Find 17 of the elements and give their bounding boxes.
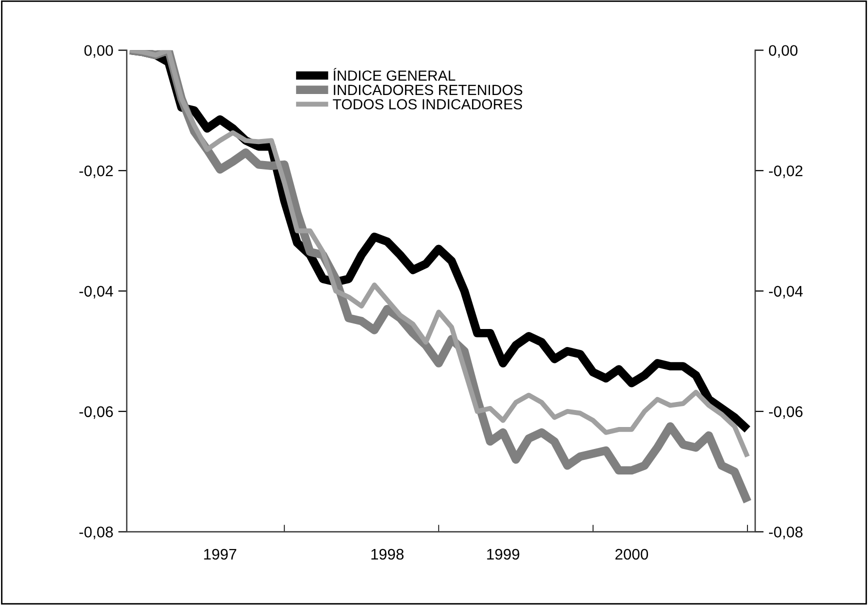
y2-tick-label: -0,06 [769,406,803,419]
y2-tick-label: -0,08 [769,526,803,540]
legend-label: TODOS LOS INDICADORES [332,99,522,110]
legend-label: ÍNDICE GENERAL [334,68,456,81]
x-tick-label: 1997 [204,548,236,560]
y-tick-label: 0,00 [84,45,113,58]
y2-tick-label: -0,04 [769,286,803,298]
y-tick-label: -0,04 [79,286,114,298]
x-tick-label: 1998 [371,548,404,560]
y2-tick-label: -0,02 [769,165,802,178]
y-tick-label: -0,06 [79,406,113,419]
y2-tick-label: 0,00 [768,45,798,58]
legend-label: INDICADORES RETENIDOS [334,84,522,96]
x-tick-label: 2000 [615,548,648,560]
y-tick-label: -0,02 [79,165,113,178]
y-tick-label: -0,08 [79,526,113,540]
x-tick-label: 1999 [487,548,520,560]
